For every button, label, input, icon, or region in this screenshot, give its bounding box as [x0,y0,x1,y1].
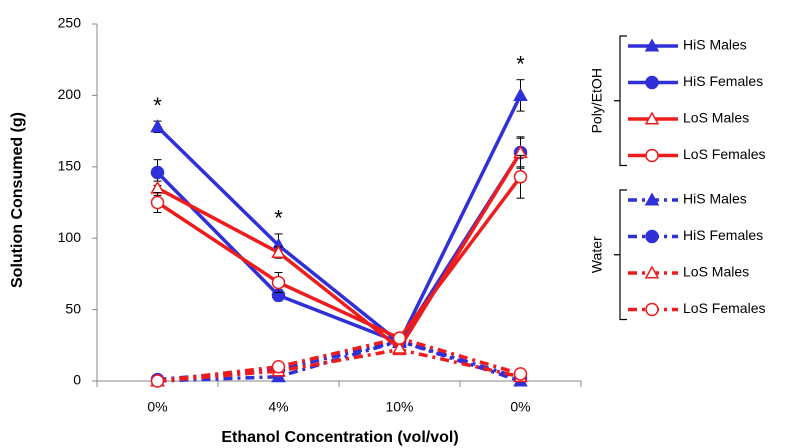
marker [645,75,659,90]
series-line [156,151,522,351]
marker [150,195,165,210]
marker [644,265,660,279]
x-tick-label: 10% [385,399,413,415]
y-tick-label: 150 [58,158,82,174]
marker [392,331,407,345]
marker [392,340,407,354]
series-line [156,175,522,341]
marker [644,192,660,206]
series-line [156,94,523,346]
marker [645,302,659,317]
marker [271,244,286,259]
annotation: * [516,52,525,77]
legend-bracket [614,35,627,167]
legend-label: LoS Females [683,146,765,162]
legend-label: HiS Males [683,37,747,53]
legend-label: HiS Females [683,73,763,89]
marker [513,170,528,184]
y-tick-label: 100 [58,229,82,245]
annotation: * [274,206,283,231]
annotation: * [153,93,162,118]
marker [150,165,165,180]
marker [513,87,528,101]
legend-bracket [614,189,627,321]
marker [150,180,165,194]
marker [513,367,528,381]
marker [150,119,165,133]
legend-label: LoS Females [683,300,765,316]
marker [271,275,286,290]
legend-group-label: Poly/EtOH [589,68,605,133]
y-tick-label: 0 [73,372,81,388]
x-tick-label: 0% [510,399,530,415]
marker [645,148,659,163]
marker [645,229,659,244]
series-line [157,347,521,383]
y-tick-label: 50 [65,300,81,316]
x-axis-title: Ethanol Concentration (vol/vol) [221,429,458,446]
x-tick-label: 0% [147,399,167,415]
marker [150,374,165,388]
marker [644,38,660,52]
legend-label: HiS Females [683,227,763,243]
x-tick-label: 4% [268,399,288,415]
series-line [157,336,521,383]
y-tick-label: 200 [58,86,82,102]
marker [271,359,286,374]
marker [644,111,660,125]
legend-group-label: Water [589,236,605,273]
y-tick-label: 250 [58,15,82,31]
y-axis-title: Solution Consumed (g) [9,112,26,288]
legend-label: LoS Males [683,110,749,126]
legend-label: LoS Males [683,264,749,280]
legend-label: HiS Males [683,191,747,207]
